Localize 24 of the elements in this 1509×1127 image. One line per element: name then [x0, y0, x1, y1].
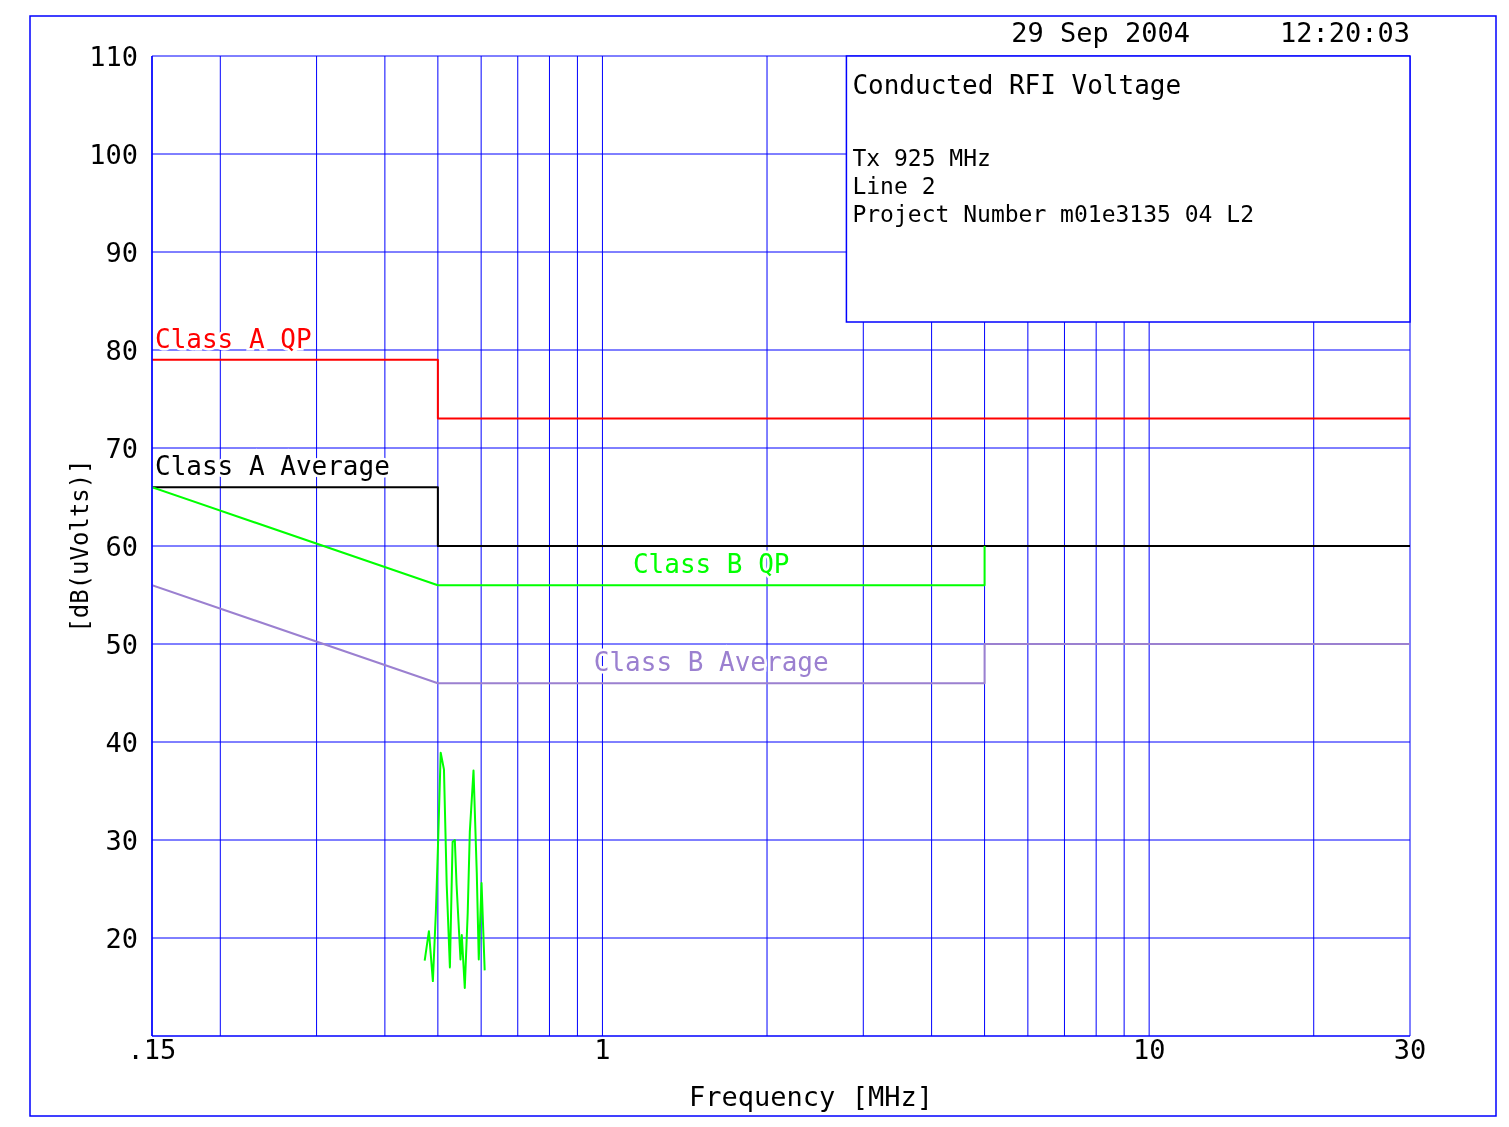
text: Conducted RFI Voltage	[852, 70, 1182, 100]
x-tick-label: .15	[127, 1034, 177, 1066]
line-series	[423, 751, 486, 989]
y-tick-label: 30	[105, 824, 138, 856]
series-label: Class B QP	[632, 549, 790, 580]
y-axis-title: [dB(uVolts)]	[66, 459, 94, 633]
y-tick-label: 60	[105, 530, 138, 562]
text: 12:20:03	[1279, 17, 1410, 48]
x-axis-title: Frequency [MHz]	[689, 1081, 933, 1112]
text: 29 Sep 2004	[1011, 17, 1190, 48]
y-tick-label: 100	[89, 138, 138, 170]
annotation: Project Number m01e3135 04 L2	[852, 201, 1254, 227]
y-tick-label: 90	[105, 236, 138, 268]
y-tick-label: 50	[105, 628, 138, 660]
y-tick-label: 80	[105, 334, 138, 366]
y-tick-label: 110	[89, 40, 138, 72]
y-tick-label: 20	[105, 922, 138, 954]
x-tick-label: 10	[1132, 1034, 1166, 1066]
x-tick-label: 1	[594, 1034, 611, 1066]
annotation: Tx 925 MHz	[852, 145, 991, 171]
annotation: Line 2	[852, 173, 936, 199]
y-tick-label: 70	[105, 432, 138, 464]
y-tick-label: 40	[105, 726, 138, 758]
x-tick-label: 30	[1393, 1034, 1427, 1066]
